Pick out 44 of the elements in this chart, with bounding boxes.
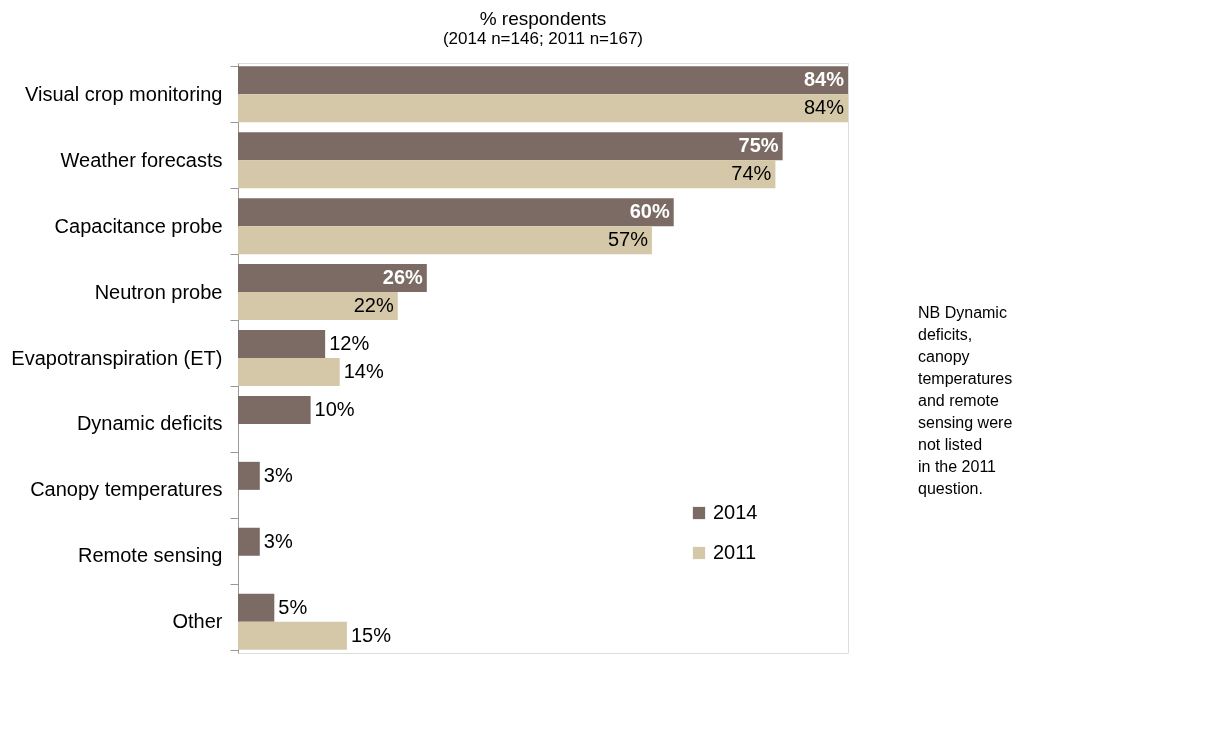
bar xyxy=(238,593,275,622)
y-tick-label: Dynamic deficits xyxy=(76,412,223,435)
y-tick-label: Visual crop monitoring xyxy=(24,82,223,105)
bar xyxy=(238,198,674,227)
y-tick-label: Evapotranspiration (ET) xyxy=(11,346,223,369)
bar xyxy=(238,329,326,358)
y-tick-label: Neutron probe xyxy=(94,280,223,303)
data-label: 22% xyxy=(353,294,394,317)
data-label: 84% xyxy=(803,96,845,119)
bar xyxy=(238,292,398,321)
bar xyxy=(238,264,427,293)
bar xyxy=(238,160,776,189)
y-tick-label: Weather forecasts xyxy=(60,148,223,171)
y-tick-label: Remote sensing xyxy=(77,544,223,567)
text: NB Dynamic deficits, canopy temperatures and remote sensing were not listed in the 2011 question. xyxy=(918,303,1013,497)
data-label: 75% xyxy=(738,134,779,157)
data-label: 15% xyxy=(350,623,392,646)
data-label: 10% xyxy=(314,397,355,420)
data-label: 84% xyxy=(803,68,845,91)
y-tick-label: Capacitance probe xyxy=(54,214,223,237)
data-label: 74% xyxy=(731,162,772,185)
bar xyxy=(238,94,848,123)
legend-label: 2011 xyxy=(713,541,757,563)
y-tick-label: Other xyxy=(172,610,223,633)
data-label: 14% xyxy=(343,360,384,383)
bar xyxy=(238,395,311,424)
bar xyxy=(238,527,260,556)
bar xyxy=(238,358,340,387)
data-label: 57% xyxy=(607,228,649,251)
chart-title: % respondents xyxy=(479,8,607,29)
data-label: 12% xyxy=(329,331,370,354)
bar xyxy=(238,132,783,161)
legend-label: 2014 xyxy=(713,501,758,523)
bar xyxy=(238,461,260,490)
y-tick-label: Canopy temperatures xyxy=(30,478,223,501)
bar xyxy=(238,226,652,255)
data-label: 3% xyxy=(263,529,293,552)
bar xyxy=(238,621,347,650)
data-label: 3% xyxy=(263,463,293,486)
bar xyxy=(238,66,848,95)
data-label: 60% xyxy=(629,200,670,223)
chart-subtitle: (2014 n=146; 2011 n=167) xyxy=(442,29,644,48)
data-label: 26% xyxy=(382,266,424,289)
data-label: 5% xyxy=(278,595,308,618)
